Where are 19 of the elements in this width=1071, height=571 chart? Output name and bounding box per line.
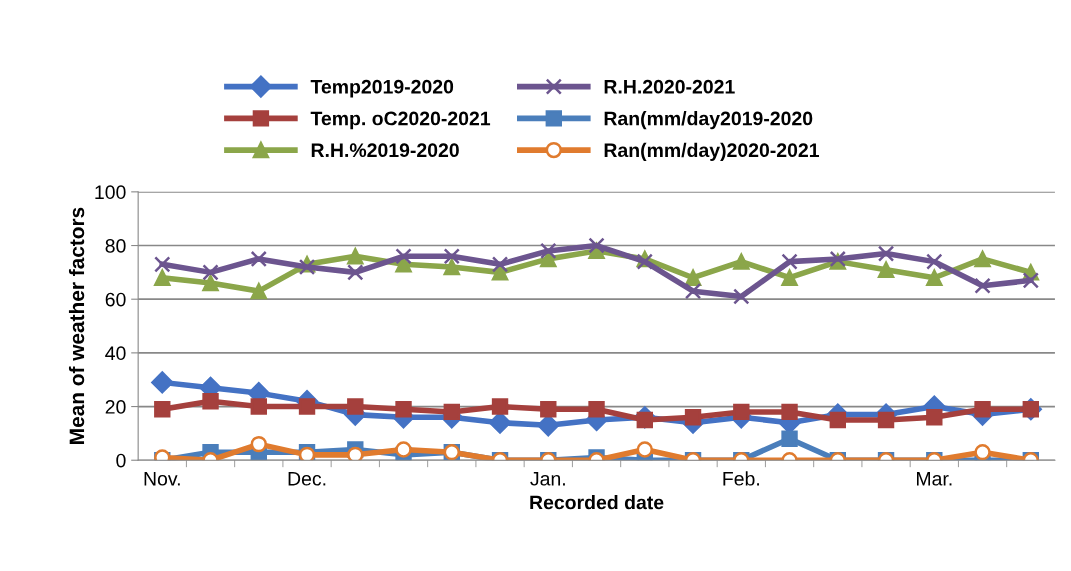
x-tick-label: Feb. — [723, 471, 759, 486]
y-tick-label: 100 — [95, 185, 126, 200]
y-tick-label: 80 — [105, 239, 126, 253]
y-axis-title: Mean of weather factors — [68, 207, 85, 444]
x-axis-title: Recorded date — [530, 495, 664, 510]
y-tick-label: 60 — [105, 292, 126, 307]
legend-label: R.H.2020-2021 — [604, 79, 735, 94]
x-tick-label: Mar. — [916, 472, 952, 486]
y-tick-label: 0 — [116, 453, 126, 468]
legend-label: R.H.%2019-2020 — [311, 143, 459, 158]
legend-label: Ran(mm/day)2020-2021 — [604, 142, 820, 161]
legend-label: Temp2019-2020 — [310, 79, 454, 98]
x-tick-label: Nov. — [144, 472, 180, 486]
y-tick-label: 20 — [105, 400, 126, 414]
legend-label: Ran(mm/day2019-2020 — [604, 111, 813, 130]
x-tick-label: Dec. — [288, 472, 326, 486]
x-tick-label: Jan. — [530, 472, 565, 486]
y-tick-label: 40 — [105, 346, 126, 361]
legend-label: Temp. oC2020-2021 — [310, 111, 491, 130]
